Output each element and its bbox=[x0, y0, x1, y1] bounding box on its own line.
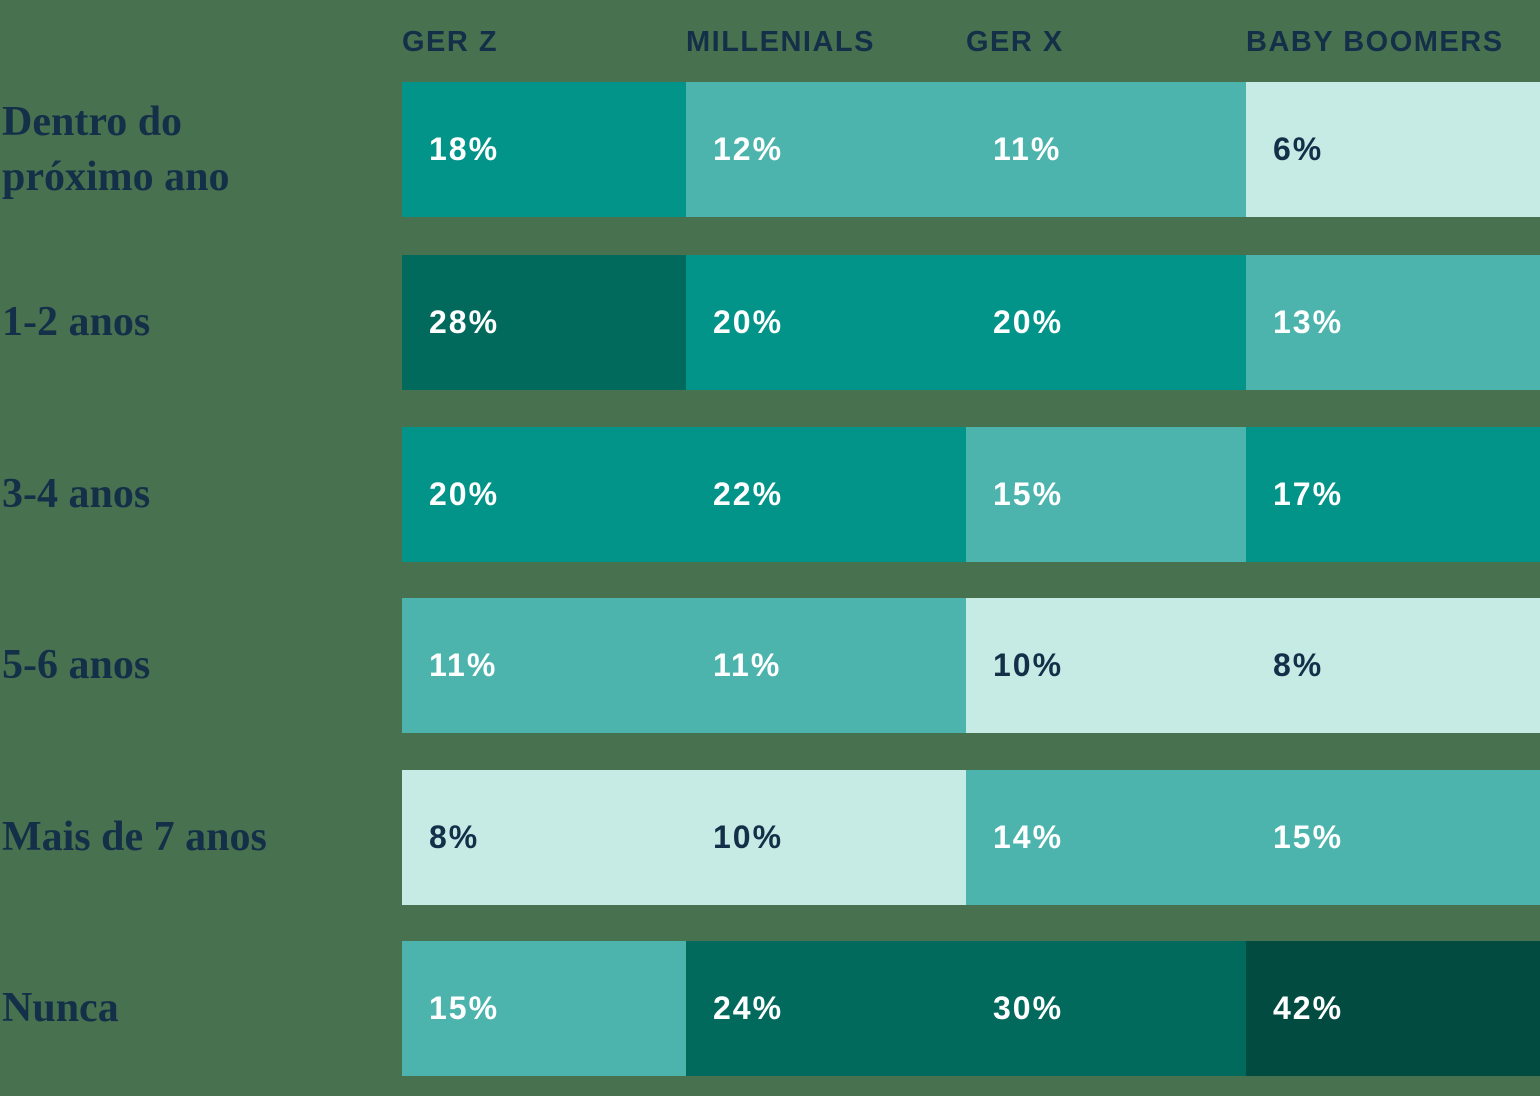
cell-value: 20% bbox=[993, 304, 1064, 340]
heatmap-cell: 20% bbox=[402, 427, 686, 562]
heatmap-cell: 28% bbox=[402, 255, 686, 390]
heatmap-row: 3-4 anos 20% 22% 15% 17% bbox=[0, 427, 1540, 562]
cell-value: 12% bbox=[713, 131, 784, 167]
heatmap-cell: 24% bbox=[686, 941, 966, 1076]
heatmap-cell: 20% bbox=[966, 255, 1246, 390]
cell-value: 17% bbox=[1273, 476, 1344, 512]
heatmap-row: 1-2 anos 28% 20% 20% 13% bbox=[0, 255, 1540, 390]
heatmap-cell: 13% bbox=[1246, 255, 1540, 390]
heatmap-cell: 11% bbox=[966, 82, 1246, 217]
cell-value: 20% bbox=[713, 304, 784, 340]
column-header: GER Z bbox=[402, 26, 499, 58]
cell-value: 15% bbox=[993, 476, 1064, 512]
heatmap-cell: 30% bbox=[966, 941, 1246, 1076]
heatmap-cell: 42% bbox=[1246, 941, 1540, 1076]
cell-value: 11% bbox=[713, 647, 782, 683]
heatmap-cell: 8% bbox=[1246, 598, 1540, 733]
row-label: Nunca bbox=[2, 985, 119, 1031]
cell-value: 22% bbox=[713, 476, 784, 512]
row-label: Mais de 7 anos bbox=[2, 814, 267, 860]
heatmap-row: Dentro do próximo ano 18% 12% 11% 6% bbox=[0, 82, 1540, 217]
cell-value: 8% bbox=[429, 819, 480, 855]
heatmap-cell: 17% bbox=[1246, 427, 1540, 562]
heatmap-cell: 6% bbox=[1246, 82, 1540, 217]
cell-value: 15% bbox=[1273, 819, 1344, 855]
cell-value: 18% bbox=[429, 131, 500, 167]
heatmap-cell: 15% bbox=[1246, 770, 1540, 905]
cell-value: 42% bbox=[1273, 990, 1344, 1026]
row-label: 1-2 anos bbox=[2, 299, 151, 345]
cell-value: 11% bbox=[429, 647, 498, 683]
heatmap-row: Nunca 15% 24% 30% 42% bbox=[0, 941, 1540, 1076]
heatmap-cell: 10% bbox=[686, 770, 966, 905]
heatmap-cell: 15% bbox=[402, 941, 686, 1076]
column-header: GER X bbox=[966, 26, 1064, 58]
cell-value: 20% bbox=[429, 476, 500, 512]
heatmap-cell: 12% bbox=[686, 82, 966, 217]
heatmap-cell: 11% bbox=[402, 598, 686, 733]
cell-value: 15% bbox=[429, 990, 500, 1026]
cell-value: 6% bbox=[1273, 131, 1324, 167]
heatmap-cell: 11% bbox=[686, 598, 966, 733]
heatmap-cell: 18% bbox=[402, 82, 686, 217]
cell-value: 14% bbox=[993, 819, 1064, 855]
cell-value: 28% bbox=[429, 304, 500, 340]
cell-value: 8% bbox=[1273, 647, 1324, 683]
heatmap-cell: 15% bbox=[966, 427, 1246, 562]
heatmap-row: Mais de 7 anos 8% 10% 14% 15% bbox=[0, 770, 1540, 905]
row-label: 5-6 anos bbox=[2, 642, 151, 688]
cell-value: 30% bbox=[993, 990, 1064, 1026]
cell-value: 10% bbox=[993, 647, 1064, 683]
heatmap-cell: 10% bbox=[966, 598, 1246, 733]
heatmap-cell: 22% bbox=[686, 427, 966, 562]
heatmap-cell: 8% bbox=[402, 770, 686, 905]
cell-value: 24% bbox=[713, 990, 784, 1026]
heatmap-cell: 14% bbox=[966, 770, 1246, 905]
column-header: BABY BOOMERS bbox=[1246, 26, 1504, 58]
row-label: 3-4 anos bbox=[2, 471, 151, 517]
cell-value: 10% bbox=[713, 819, 784, 855]
column-header: MILLENIALS bbox=[686, 26, 875, 58]
cell-value: 13% bbox=[1273, 304, 1344, 340]
cell-value: 11% bbox=[993, 131, 1062, 167]
row-label: Dentro do próximo ano bbox=[2, 98, 230, 200]
heatmap-cell: 20% bbox=[686, 255, 966, 390]
heatmap-row: 5-6 anos 11% 11% 10% 8% bbox=[0, 598, 1540, 733]
